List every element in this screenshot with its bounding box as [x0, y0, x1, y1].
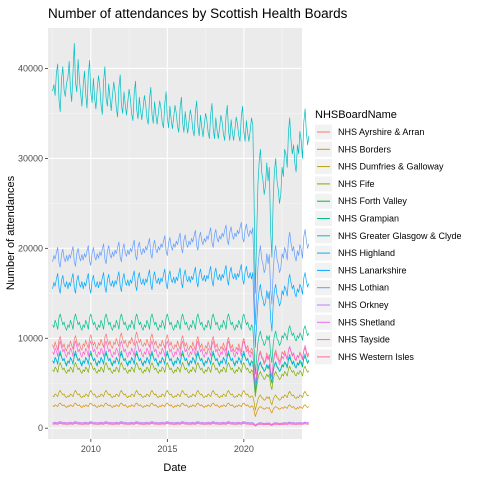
legend-item: NHS Highland [315, 245, 395, 261]
legend-label: NHS Shetland [338, 317, 395, 327]
series-line [52, 390, 310, 411]
grid-major [48, 28, 302, 439]
legend-item: NHS Forth Valley [315, 193, 407, 209]
y-tick-label: 20000 [18, 243, 43, 253]
legend-item: NHS Ayrshire & Arran [315, 124, 424, 140]
series-lines [52, 42, 310, 427]
series-line [52, 221, 310, 326]
chart-title: Number of attendances by Scottish Health… [48, 6, 348, 21]
y-tick-label: 40000 [18, 63, 43, 73]
series-line [52, 423, 309, 427]
x-tick-label: 2020 [234, 444, 254, 454]
legend-label: NHS Greater Glasgow & Clyde [338, 231, 462, 241]
legend-label: NHS Forth Valley [338, 196, 407, 206]
series-line [52, 350, 310, 391]
legend-item: NHS Dumfries & Galloway [315, 159, 444, 175]
legend-item: NHS Shetland [315, 314, 395, 330]
series-line [52, 42, 310, 294]
legend-label: NHS Orkney [338, 300, 389, 310]
x-tick-label: 2010 [81, 444, 101, 454]
legend-label: NHS Western Isles [338, 352, 414, 362]
y-axis-ticks: 0 10000 20000 30000 40000 [18, 63, 48, 433]
legend-label: NHS Borders [338, 144, 392, 154]
legend-item: NHS Greater Glasgow & Clyde [315, 228, 462, 244]
y-tick-label: 0 [38, 423, 43, 433]
legend-item: NHS Tayside [315, 332, 390, 348]
series-line [52, 313, 310, 375]
legend-label: NHS Grampian [338, 214, 399, 224]
legend-label: NHS Ayrshire & Arran [338, 127, 424, 137]
legend-item: NHS Western Isles [315, 349, 414, 365]
series-line [52, 340, 310, 388]
series-line [52, 264, 310, 348]
series-line [52, 402, 310, 417]
plot-panel [48, 28, 302, 439]
legend-items: NHS Ayrshire & Arran NHS Borders NHS Dumfr… [315, 124, 462, 365]
legend-item: NHS Grampian [315, 211, 399, 226]
legend-label: NHS Lothian [338, 283, 389, 293]
x-tick-label: 2015 [157, 444, 177, 454]
legend-item: NHS Fife [315, 176, 375, 192]
x-axis-ticks: 2010 2015 2020 [81, 439, 254, 454]
legend-label: NHS Lanarkshire [338, 265, 407, 275]
legend-item: NHS Lothian [315, 280, 389, 296]
legend: NHSBoardName NHS Ayrshire & Arran NHS Bor… [315, 109, 462, 365]
legend-item: NHS Orkney [315, 297, 389, 313]
y-tick-label: 10000 [18, 333, 43, 343]
series-line [52, 362, 310, 398]
legend-item: NHS Lanarkshire [315, 262, 407, 278]
legend-item: NHS Borders [315, 141, 392, 157]
legend-title: NHSBoardName [315, 109, 397, 121]
legend-label: NHS Dumfries & Galloway [338, 162, 444, 172]
y-tick-label: 30000 [18, 153, 43, 163]
legend-label: NHS Highland [338, 248, 395, 258]
series-line [52, 331, 310, 386]
series-line [52, 421, 309, 426]
y-axis-title: Number of attendances [5, 175, 17, 290]
legend-label: NHS Tayside [338, 335, 390, 345]
legend-label: NHS Fife [338, 179, 375, 189]
series-line [52, 422, 309, 426]
x-axis-title: Date [163, 462, 186, 474]
